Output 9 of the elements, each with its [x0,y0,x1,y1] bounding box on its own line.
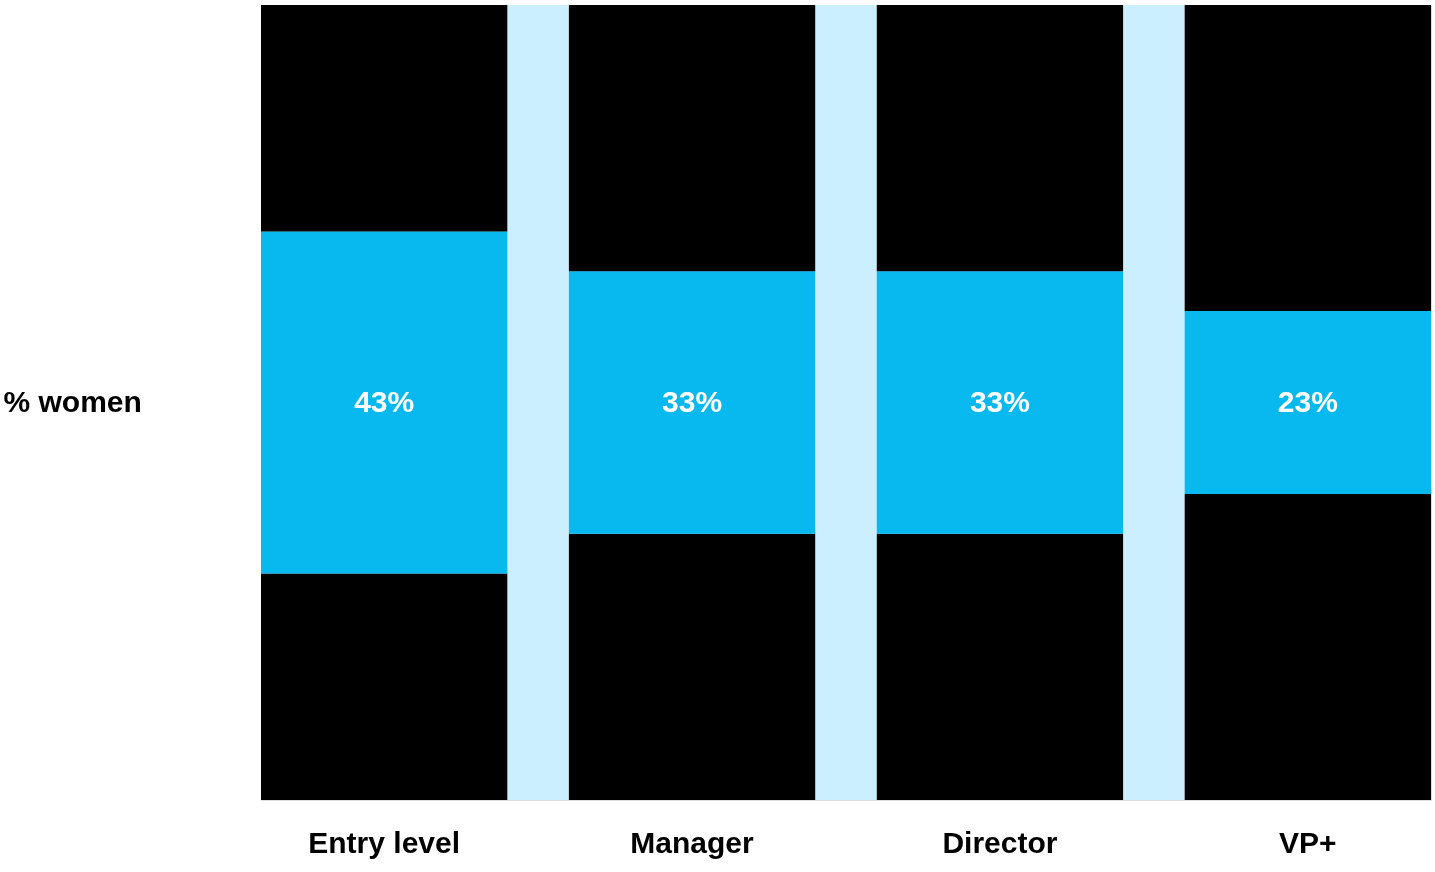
x-tick-label: Entry level [308,825,461,859]
x-tick-label: Manager [630,825,755,859]
data-label: 23% [1277,384,1338,418]
data-label: 33% [662,384,723,418]
y-axis-title: % women [3,384,142,418]
x-tick-label: Director [942,825,1058,859]
data-label: 33% [969,384,1030,418]
data-label: 43% [354,384,415,418]
x-tick-label: VP+ [1279,825,1337,859]
